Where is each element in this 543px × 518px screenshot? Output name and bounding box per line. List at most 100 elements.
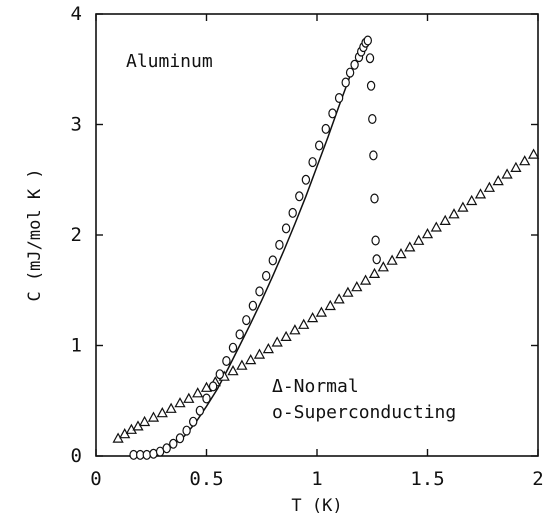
y-tick-label: 0: [71, 445, 82, 467]
circle-data-point: [321, 123, 330, 134]
circle-data-point: [365, 53, 375, 64]
circle-data-point: [370, 193, 379, 204]
circle-data-point: [371, 235, 380, 246]
y-tick-label: 1: [71, 335, 82, 357]
triangle-data-point: [368, 267, 381, 278]
x-axis-label: T (K): [291, 496, 342, 516]
triangle-data-point: [289, 324, 301, 335]
triangle-data-point: [156, 407, 168, 418]
circle-data-point: [295, 191, 304, 202]
circle-data-point: [363, 35, 372, 46]
series-layer: [112, 35, 540, 460]
circle-data-point: [369, 150, 378, 161]
circle-data-point: [228, 342, 238, 353]
circle-data-point: [308, 157, 317, 168]
triangle-data-point: [183, 392, 195, 403]
circle-data-point: [334, 92, 344, 103]
triangle-data-point: [351, 281, 363, 292]
circle-data-point: [175, 433, 185, 444]
circle-data-point: [242, 315, 251, 326]
circle-data-point: [215, 369, 224, 380]
triangle-data-point: [227, 365, 239, 376]
triangle-data-point: [510, 161, 522, 172]
circle-data-point: [315, 140, 324, 151]
triangle-data-point: [439, 214, 451, 225]
triangle-data-point: [174, 397, 186, 408]
triangle-data-point: [298, 318, 310, 329]
triangle-data-point: [527, 148, 540, 159]
triangle-data-point: [413, 234, 425, 245]
triangle-data-point: [262, 342, 275, 354]
triangle-data-point: [501, 168, 513, 179]
x-axis-ticks: 0 0.5 1 1.5 2: [90, 14, 543, 490]
triangle-data-point: [359, 274, 372, 285]
y-tick-label: 2: [71, 224, 82, 246]
legend-superconducting-text: o-Superconducting: [272, 402, 456, 423]
triangle-data-point: [271, 336, 283, 347]
triangle-data-point: [315, 306, 328, 317]
triangle-data-point: [236, 359, 248, 370]
circle-data-point: [372, 254, 381, 265]
circle-data-point: [350, 59, 359, 70]
circle-data-point: [142, 449, 151, 460]
circle-data-point: [275, 239, 284, 250]
circle-data-point: [345, 67, 355, 78]
circle-data-point: [255, 286, 264, 297]
triangle-data-point: [253, 348, 266, 359]
x-tick-label: 2: [532, 468, 543, 490]
circle-data-point: [235, 329, 244, 340]
circle-data-point: [281, 223, 291, 234]
circle-data-point: [301, 174, 311, 185]
triangle-data-point: [280, 330, 292, 341]
circle-data-point: [248, 300, 258, 311]
triangle-data-point: [333, 293, 345, 304]
circle-data-point: [328, 108, 337, 119]
triangle-data-point: [306, 312, 319, 323]
triangle-data-point: [324, 299, 336, 311]
circle-data-point: [202, 393, 211, 404]
circle-data-point: [208, 381, 218, 392]
triangle-data-point: [395, 247, 407, 259]
circle-data-point: [182, 425, 191, 436]
triangle-data-point: [386, 254, 398, 265]
triangle-data-point: [466, 194, 478, 206]
triangle-data-point: [474, 188, 487, 199]
circle-data-point: [341, 77, 350, 88]
x-tick-label: 0.5: [189, 468, 223, 490]
circle-data-point: [188, 416, 198, 427]
circle-data-point: [262, 270, 271, 281]
y-tick-label: 4: [71, 3, 82, 25]
circle-data-point: [366, 80, 376, 91]
x-tick-label: 0: [90, 468, 101, 490]
triangle-data-point: [200, 381, 213, 392]
circle-data-point: [222, 356, 231, 367]
triangle-data-point: [138, 415, 151, 427]
triangle-data-point: [421, 228, 434, 239]
circle-data-point: [195, 405, 205, 416]
triangle-data-point: [245, 354, 257, 365]
triangle-data-point: [448, 208, 460, 219]
triangle-data-point: [483, 181, 496, 192]
circle-data-point: [288, 207, 297, 218]
triangle-data-point: [147, 411, 160, 422]
circle-data-point: [268, 255, 277, 266]
y-axis-ticks: 0 1 2 3 4: [71, 3, 538, 467]
x-tick-label: 1.5: [410, 468, 444, 490]
triangle-data-point: [342, 286, 354, 297]
x-tick-label: 1: [311, 468, 322, 490]
triangle-data-point: [492, 175, 504, 186]
circle-data-point: [162, 443, 171, 454]
chart-annotation-aluminum: Aluminum: [126, 51, 213, 72]
triangle-data-point: [430, 221, 442, 232]
triangle-data-point: [519, 155, 531, 166]
circle-data-point: [169, 438, 178, 449]
y-tick-label: 3: [71, 114, 82, 136]
triangle-data-point: [165, 402, 177, 413]
triangle-data-point: [192, 387, 204, 398]
triangle-data-point: [457, 201, 469, 212]
triangle-data-point: [404, 241, 416, 252]
triangle-data-point: [377, 261, 389, 272]
circle-data-point: [368, 113, 377, 124]
legend-normal-text: Δ-Normal: [272, 376, 359, 397]
